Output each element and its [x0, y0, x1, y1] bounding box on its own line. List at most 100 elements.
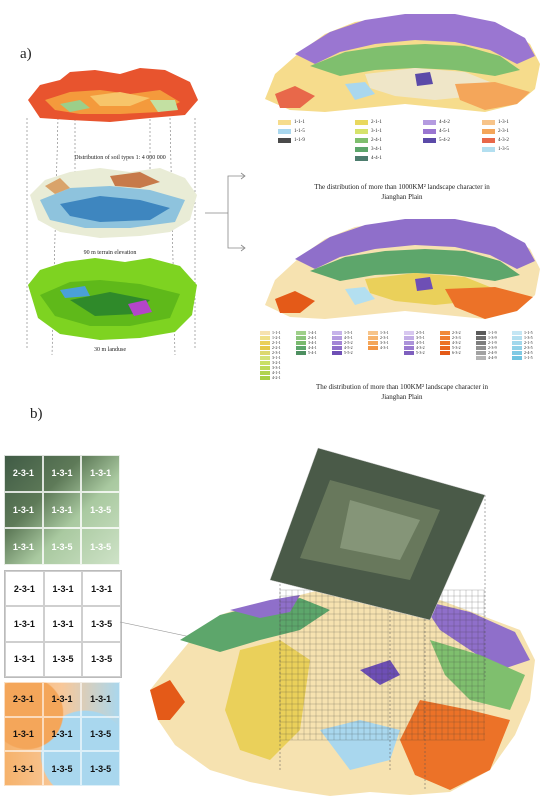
legend-label: 1-1-1: [294, 120, 305, 125]
legend-swatch: [512, 330, 522, 335]
soil-layer-map: [28, 68, 198, 122]
legend-swatch: [404, 340, 414, 345]
legend1-item: 2-1-1: [355, 120, 382, 125]
legend1-item: 1-3-5: [482, 147, 509, 152]
photo-grid-cell: 1-3-5: [81, 491, 120, 529]
map-grid-cell: 1-3-1: [81, 682, 120, 717]
code-grid-cell: 1-3-5: [43, 641, 83, 677]
legend-label: 2-4-1: [371, 138, 382, 143]
legend2-item: 2-1-1: [260, 340, 281, 345]
photo-grid-cell: 1-3-1: [81, 455, 120, 492]
legend-swatch: [423, 129, 436, 134]
legend-swatch: [368, 330, 378, 335]
legend-label: 3-3-1: [380, 340, 389, 345]
legend-swatch: [260, 360, 270, 365]
panel-b-label: b): [30, 406, 43, 422]
legend2-item: 1-5-1: [332, 330, 353, 335]
legend1-item: 2-4-1: [355, 138, 382, 143]
legend2-item: 4-5-1: [332, 335, 353, 340]
legend2-item: 2-3-2: [440, 330, 461, 335]
landscape-map-1000km: [265, 14, 540, 112]
legend-label: 1-3-9: [488, 335, 497, 340]
map1-title-line2: Jianghan Plain: [381, 193, 423, 201]
legend2-item: 2-2-1: [260, 345, 281, 350]
landuse-layer-map: [28, 258, 197, 340]
legend-swatch: [482, 120, 495, 125]
legend2-item: 1-1-5: [512, 355, 533, 360]
map2-title: The distribution of more than 100KM² lan…: [262, 382, 542, 402]
legend-label: 1-1-9: [488, 330, 497, 335]
legend-label: 2-4-1: [308, 335, 317, 340]
legend-swatch: [476, 330, 486, 335]
legend-swatch: [440, 335, 450, 340]
satellite-grid-sample: 2-3-1 1-3-1 1-3-1 1-3-1 1-3-1 1-3-5 1-3-1 1-3-5…: [4, 455, 120, 565]
legend-label: 2-1-1: [272, 340, 281, 345]
legend1-item: 1-1-1: [278, 120, 305, 125]
map-grid-cell: 1-3-5: [81, 751, 120, 786]
legend-label: 2-3-1: [272, 350, 281, 355]
legend-label: 1-2-1: [272, 335, 281, 340]
legend2-item: 1-1-1: [260, 330, 281, 335]
legend-swatch: [296, 345, 306, 350]
legend-swatch: [440, 350, 450, 355]
photo-grid-cell: 1-3-1: [4, 528, 43, 565]
legend-swatch: [476, 355, 486, 360]
legend-swatch: [260, 335, 270, 340]
legend1-item: 2-3-1: [482, 129, 509, 134]
legend-swatch: [278, 120, 291, 125]
legend-swatch: [368, 335, 378, 340]
satellite-image-overlay: [269, 447, 486, 621]
legend-swatch: [404, 330, 414, 335]
legend2-item: 2-1-9: [476, 340, 497, 345]
code-grid-cell: 1-3-1: [5, 606, 44, 642]
code-grid-cell: 2-3-1: [5, 571, 44, 607]
legend2-item: 3-1-1: [260, 355, 281, 360]
map1-title: The distribution of more than 1000KM² la…: [262, 182, 542, 202]
legend-swatch: [260, 330, 270, 335]
legend-label: 1-3-5: [498, 147, 509, 152]
legend2-item: 2-3-1: [260, 350, 281, 355]
panel-a-label: a): [20, 46, 32, 62]
legend-label: 4-1-1: [272, 370, 281, 375]
legend-label: 2-3-3: [452, 335, 461, 340]
legend2-item: 2-3-1: [368, 335, 389, 340]
elevation-layer-map: [30, 168, 197, 238]
legend1-item: 4-4-1: [355, 156, 382, 161]
legend-label: 4-3-2: [416, 345, 425, 350]
legend-swatch: [404, 345, 414, 350]
legend2-item: 2-3-3: [440, 335, 461, 340]
jianghan-grid-map: [119, 447, 535, 796]
legend2-item: 2-3-9: [476, 345, 497, 350]
code-grid-cell: 1-3-5: [82, 606, 121, 642]
legend-swatch: [482, 147, 495, 152]
legend-swatch: [512, 340, 522, 345]
legend-label: 3-5-1: [416, 335, 425, 340]
legend2-item: 1-3-5: [512, 335, 533, 340]
legend2-item: 1-1-5: [512, 330, 533, 335]
legend-swatch: [260, 350, 270, 355]
legend-swatch: [355, 138, 368, 143]
character-grid-sample: 2-3-1 1-3-1 1-3-1 1-3-1 1-3-1 1-3-5 1-3-1 1-3-5…: [4, 682, 120, 786]
legend1-item: 1-1-9: [278, 138, 305, 143]
legend-label: 2-2-1: [272, 345, 281, 350]
legend2-item: 1-2-1: [260, 335, 281, 340]
legend-swatch: [296, 330, 306, 335]
legend2-item: 2-5-2: [332, 340, 353, 345]
map2-title-line2: Jianghan Plain: [381, 393, 423, 401]
legend-swatch: [476, 345, 486, 350]
legend2-item: 5-3-2: [440, 345, 461, 350]
legend-label: 2-3-2: [452, 330, 461, 335]
legend-swatch: [440, 330, 450, 335]
legend1-item: 5-4-2: [423, 138, 450, 143]
legend-swatch: [332, 330, 342, 335]
legend-swatch: [476, 350, 486, 355]
legend-swatch: [260, 345, 270, 350]
legend-label: 3-4-1: [371, 147, 382, 152]
legend-label: 4-5-2: [344, 345, 353, 350]
legend2-item: 2-4-9: [476, 350, 497, 355]
legend-label: 4-4-1: [308, 345, 317, 350]
photo-grid-cell: 1-3-1: [4, 491, 43, 529]
legend-label: 4-4-9: [488, 355, 497, 360]
southeast-orange: [400, 700, 510, 790]
code-grid-cell: 1-3-1: [43, 571, 83, 607]
